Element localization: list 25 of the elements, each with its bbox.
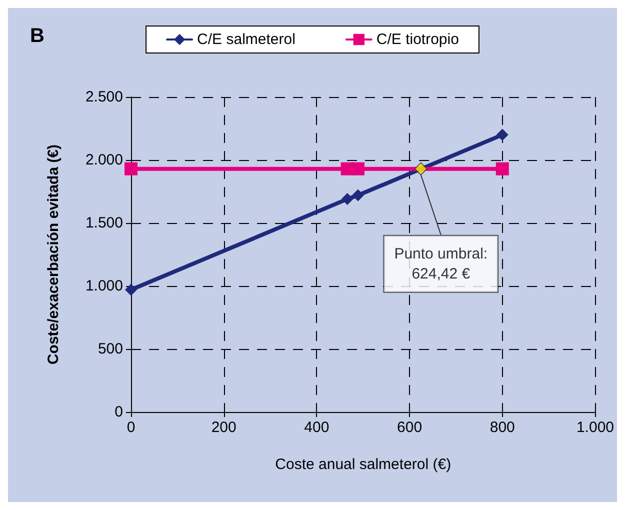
x-tick-label: 200 bbox=[211, 419, 236, 436]
x-tick-label: 800 bbox=[490, 419, 515, 436]
y-tick-label: 2.000 bbox=[85, 152, 123, 168]
y-axis-title: Coste/exacerbación evitada (€) bbox=[45, 144, 62, 365]
legend-label: C/E tiotropio bbox=[376, 31, 459, 48]
point bbox=[125, 284, 137, 296]
point bbox=[496, 162, 509, 176]
point bbox=[124, 162, 138, 176]
x-axis-title: Coste anual salmeterol (€) bbox=[275, 456, 452, 473]
annotation: Punto umbral: 624,42 € bbox=[394, 245, 488, 282]
y-tick-label: 2.500 bbox=[85, 88, 123, 106]
point bbox=[352, 189, 364, 202]
x-tick-label: 0 bbox=[126, 419, 136, 436]
y-tick-label: 1.500 bbox=[85, 214, 123, 232]
point bbox=[341, 193, 354, 206]
y-tick-label: 500 bbox=[98, 340, 123, 358]
text: B bbox=[30, 25, 44, 47]
x-tick-label: 400 bbox=[304, 419, 330, 436]
y-tick-label: 0 bbox=[114, 404, 123, 420]
x-tick-label: 1.000 bbox=[576, 419, 614, 436]
point bbox=[352, 162, 365, 176]
y-tick-label: 1.000 bbox=[85, 278, 123, 294]
legend-label: C/E salmeterol bbox=[197, 31, 296, 48]
point bbox=[496, 128, 508, 141]
x-tick-label: 600 bbox=[397, 419, 422, 436]
